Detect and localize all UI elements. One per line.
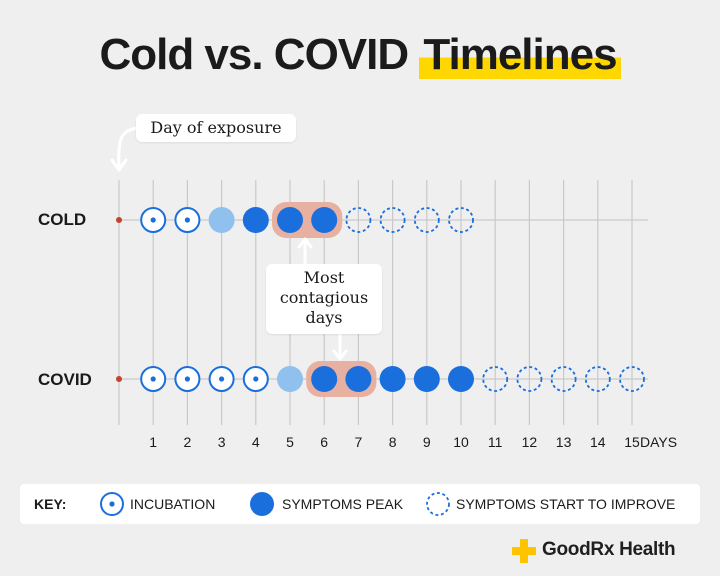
- exposure-dot-covid: [116, 376, 122, 382]
- day-label: 15: [624, 434, 640, 450]
- cold-day-6-peak: [311, 207, 338, 233]
- covid-day-12-improve: [516, 366, 543, 392]
- exposure-dot-cold: [116, 217, 122, 223]
- contagious-line-3: days: [305, 308, 343, 327]
- covid-day-7-peak: [345, 366, 372, 392]
- legend-peak: SYMPTOMS PEAK: [282, 496, 404, 512]
- covid-day-13-improve: [550, 366, 577, 392]
- improve-key-icon: [426, 492, 450, 516]
- day-label: 1: [149, 434, 158, 450]
- cold-day-8-improve: [379, 207, 406, 233]
- title-highlight: Timelines: [419, 30, 621, 79]
- cold-day-1-incubation-center: [150, 217, 156, 223]
- day-label: 5: [286, 434, 294, 450]
- incubation-key-icon: [100, 492, 124, 516]
- row-label-cold: COLD: [38, 210, 87, 229]
- day-label: 7: [354, 434, 363, 450]
- covid-day-8-peak: [379, 366, 406, 392]
- covid-day-2-incubation-center: [184, 376, 190, 382]
- covid-day-15-improve: [619, 366, 645, 392]
- day-label: 13: [555, 434, 572, 450]
- day-label: 4: [251, 434, 260, 450]
- day-label: 9: [422, 434, 431, 450]
- legend-improve: SYMPTOMS START TO IMPROVE: [456, 496, 676, 512]
- cold-day-3-onset: [208, 207, 235, 233]
- contagious-callout: Most contagious days: [266, 264, 382, 334]
- contagious-line-1: Most: [303, 268, 345, 287]
- brand-name: GoodRx Health: [542, 539, 676, 560]
- covid-day-1-incubation-center: [150, 376, 156, 382]
- title-main: Cold vs. COVID: [99, 30, 409, 79]
- arrow-up-icon: [297, 237, 313, 268]
- cold-day-5-peak: [277, 207, 303, 233]
- covid-day-5-onset: [277, 366, 303, 392]
- covid-day-10-peak: [448, 366, 474, 392]
- day-label: 3: [217, 434, 226, 450]
- legend-symbols: [100, 492, 450, 516]
- covid-day-4-incubation-center: [253, 376, 259, 382]
- legend: KEY: INCUBATION SYMPTOMS PEAK SYMPTOMS S…: [20, 484, 700, 524]
- day-label: 11: [487, 434, 503, 450]
- exposure-callout: Day of exposure: [136, 114, 296, 142]
- cold-day-2-incubation-center: [184, 217, 190, 223]
- cold-day-4-peak: [242, 207, 269, 233]
- covid-day-9-peak: [413, 366, 440, 392]
- covid-day-11-improve: [482, 366, 509, 392]
- plus-icon: [512, 539, 536, 563]
- day-label: 10: [453, 434, 469, 450]
- cold-day-7-improve: [345, 207, 372, 233]
- legend-incubation: INCUBATION: [130, 496, 216, 512]
- cold-day-10-improve: [448, 207, 474, 233]
- covid-day-6-peak: [311, 366, 338, 392]
- curved-arrow-head: [110, 158, 128, 172]
- curved-arrow-down-icon: [117, 126, 140, 168]
- covid-day-14-improve: [584, 366, 611, 392]
- day-label: 2: [183, 434, 192, 450]
- day-label: 14: [590, 434, 606, 450]
- day-label: 6: [320, 434, 329, 450]
- arrow-down-icon: [332, 332, 348, 361]
- day-label: 12: [521, 434, 538, 450]
- exposure-callout-text: Day of exposure: [150, 118, 282, 137]
- peak-key-icon: [250, 492, 274, 516]
- covid-day-3-incubation-center: [219, 376, 225, 382]
- axis-unit: DAYS: [640, 434, 678, 450]
- row-label-covid: COVID: [38, 370, 92, 389]
- cold-day-9-improve: [413, 207, 440, 233]
- page-title: Cold vs. COVID Timelines: [0, 30, 720, 80]
- day-label: 8: [388, 434, 397, 450]
- legend-title: KEY:: [34, 496, 67, 512]
- contagious-line-2: contagious: [279, 288, 369, 307]
